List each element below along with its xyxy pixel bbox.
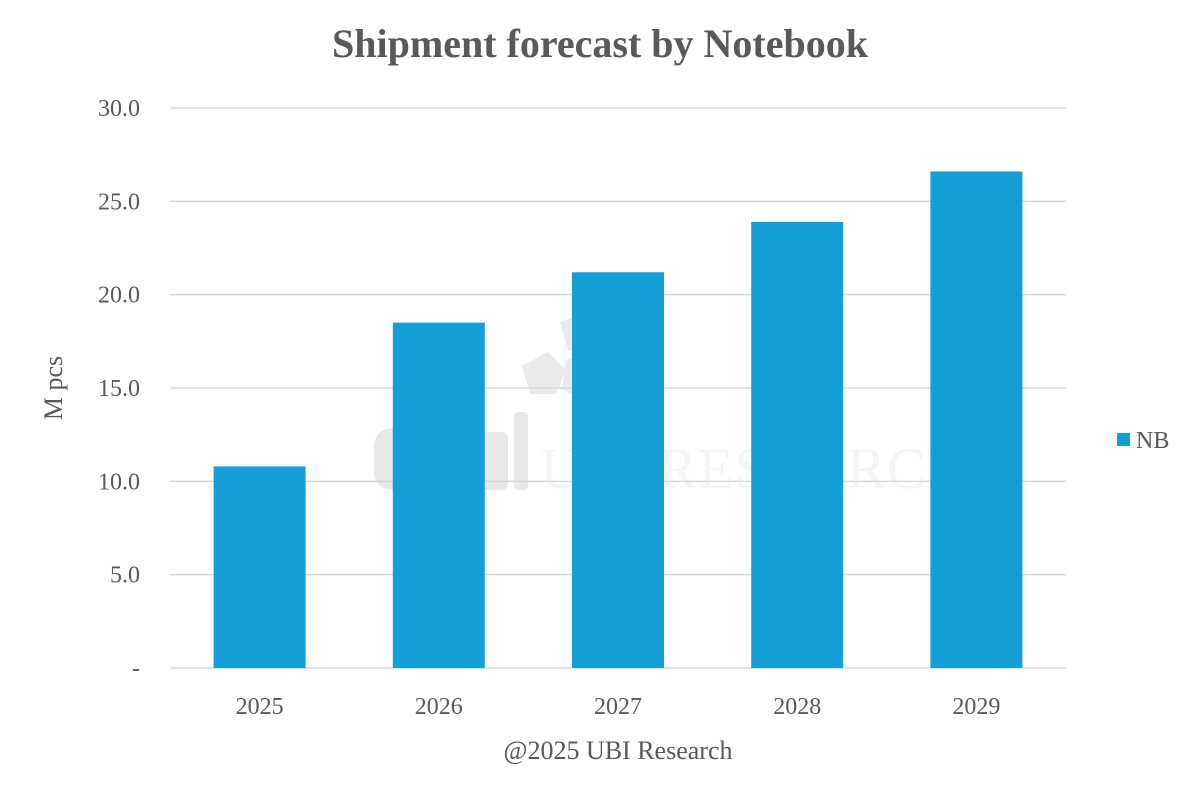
bars <box>213 171 1023 668</box>
x-tick-label: 2028 <box>773 694 821 720</box>
y-tick-label: - <box>132 656 140 682</box>
y-axis-ticks: - 5.0 10.0 15.0 20.0 25.0 30.0 <box>98 96 140 682</box>
legend-swatch-nb <box>1117 433 1130 446</box>
bar-2028 <box>751 221 844 668</box>
y-tick-label: 30.0 <box>98 96 140 122</box>
bar-2025 <box>213 466 306 668</box>
legend-label-nb: NB <box>1136 428 1169 454</box>
x-tick-label: 2026 <box>415 694 463 720</box>
bar-2027 <box>572 272 664 668</box>
y-tick-label: 25.0 <box>98 189 140 215</box>
y-axis-label: M pcs <box>39 356 68 420</box>
bar-2026 <box>392 322 485 668</box>
x-tick-label: 2027 <box>594 694 642 720</box>
x-axis-ticks: 2025 2026 2027 2028 2029 <box>236 694 1001 720</box>
x-axis-label: @2025 UBI Research <box>504 736 733 765</box>
y-tick-label: 5.0 <box>110 563 140 589</box>
y-tick-label: 15.0 <box>98 376 140 402</box>
bar-2029 <box>930 171 1023 668</box>
x-tick-label: 2029 <box>952 694 1000 720</box>
legend: NB <box>1117 428 1169 454</box>
chart-title: Shipment forecast by Notebook <box>332 21 869 66</box>
y-tick-label: 10.0 <box>98 469 140 495</box>
x-tick-label: 2025 <box>236 694 284 720</box>
y-tick-label: 20.0 <box>98 283 140 309</box>
